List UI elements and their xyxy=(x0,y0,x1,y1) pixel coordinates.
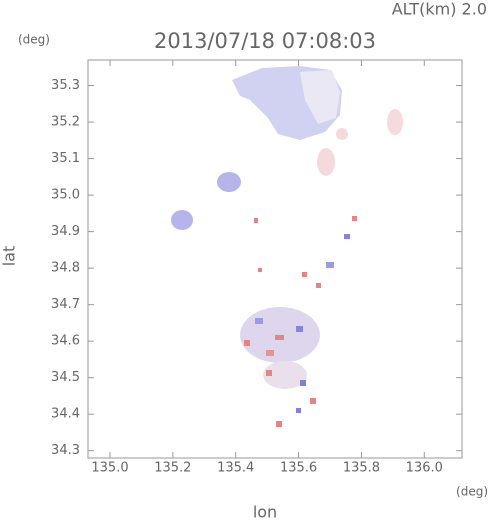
y-tick-label: 34.4 xyxy=(51,407,80,422)
y-unit: (deg) xyxy=(18,33,50,47)
echo-cell xyxy=(310,398,316,404)
x-tick-label: 135.8 xyxy=(343,461,380,476)
y-axis-label: lat xyxy=(0,246,19,267)
echo-region xyxy=(171,210,193,230)
y-tick-label: 34.3 xyxy=(51,443,80,458)
echo-region xyxy=(300,70,340,124)
annotation: ALT(km) 2.0 xyxy=(392,0,487,19)
echo-cell xyxy=(316,283,321,288)
echo-region xyxy=(217,172,241,192)
echo-cell xyxy=(276,421,282,427)
echo-cell xyxy=(255,318,263,324)
echo-cell xyxy=(302,272,307,277)
echo-region xyxy=(263,361,307,389)
echo-region xyxy=(317,148,335,176)
y-tick-label: 34.7 xyxy=(51,297,80,312)
echo-cell xyxy=(296,326,303,332)
echo-cell xyxy=(344,234,350,239)
y-tick-label: 34.8 xyxy=(51,261,80,276)
chart-title: 2013/07/18 07:08:03 xyxy=(154,29,376,53)
echo-cell xyxy=(266,370,272,376)
y-tick-label: 34.9 xyxy=(51,224,80,239)
plot-frame xyxy=(87,59,463,459)
echo-region xyxy=(387,109,403,135)
x-tick-label: 135.6 xyxy=(280,461,317,476)
y-tick-label: 35.1 xyxy=(51,151,80,166)
x-tick-label: 135.2 xyxy=(154,461,191,476)
echo-cell xyxy=(254,218,258,223)
y-tick-label: 34.5 xyxy=(51,370,80,385)
y-tick-label: 34.6 xyxy=(51,334,80,349)
echo-cell xyxy=(300,380,306,386)
echo-region xyxy=(336,128,348,140)
x-unit: (deg) xyxy=(456,485,488,499)
echo-cell xyxy=(296,408,301,413)
echo-cell xyxy=(266,350,274,356)
x-tick-label: 136.0 xyxy=(406,461,443,476)
y-tick-label: 35.2 xyxy=(51,115,80,130)
x-axis-label: lon xyxy=(253,503,277,521)
echo-cell xyxy=(352,216,357,221)
x-tick-label: 135.4 xyxy=(217,461,254,476)
echo-cell xyxy=(258,268,262,272)
y-tick-label: 35.0 xyxy=(51,188,80,203)
y-tick-label: 35.3 xyxy=(51,78,80,93)
echo-cell xyxy=(244,340,250,346)
echo-cell xyxy=(326,262,334,268)
echo-field xyxy=(171,66,403,427)
echo-cell xyxy=(275,335,284,340)
x-tick-label: 135.0 xyxy=(91,461,128,476)
